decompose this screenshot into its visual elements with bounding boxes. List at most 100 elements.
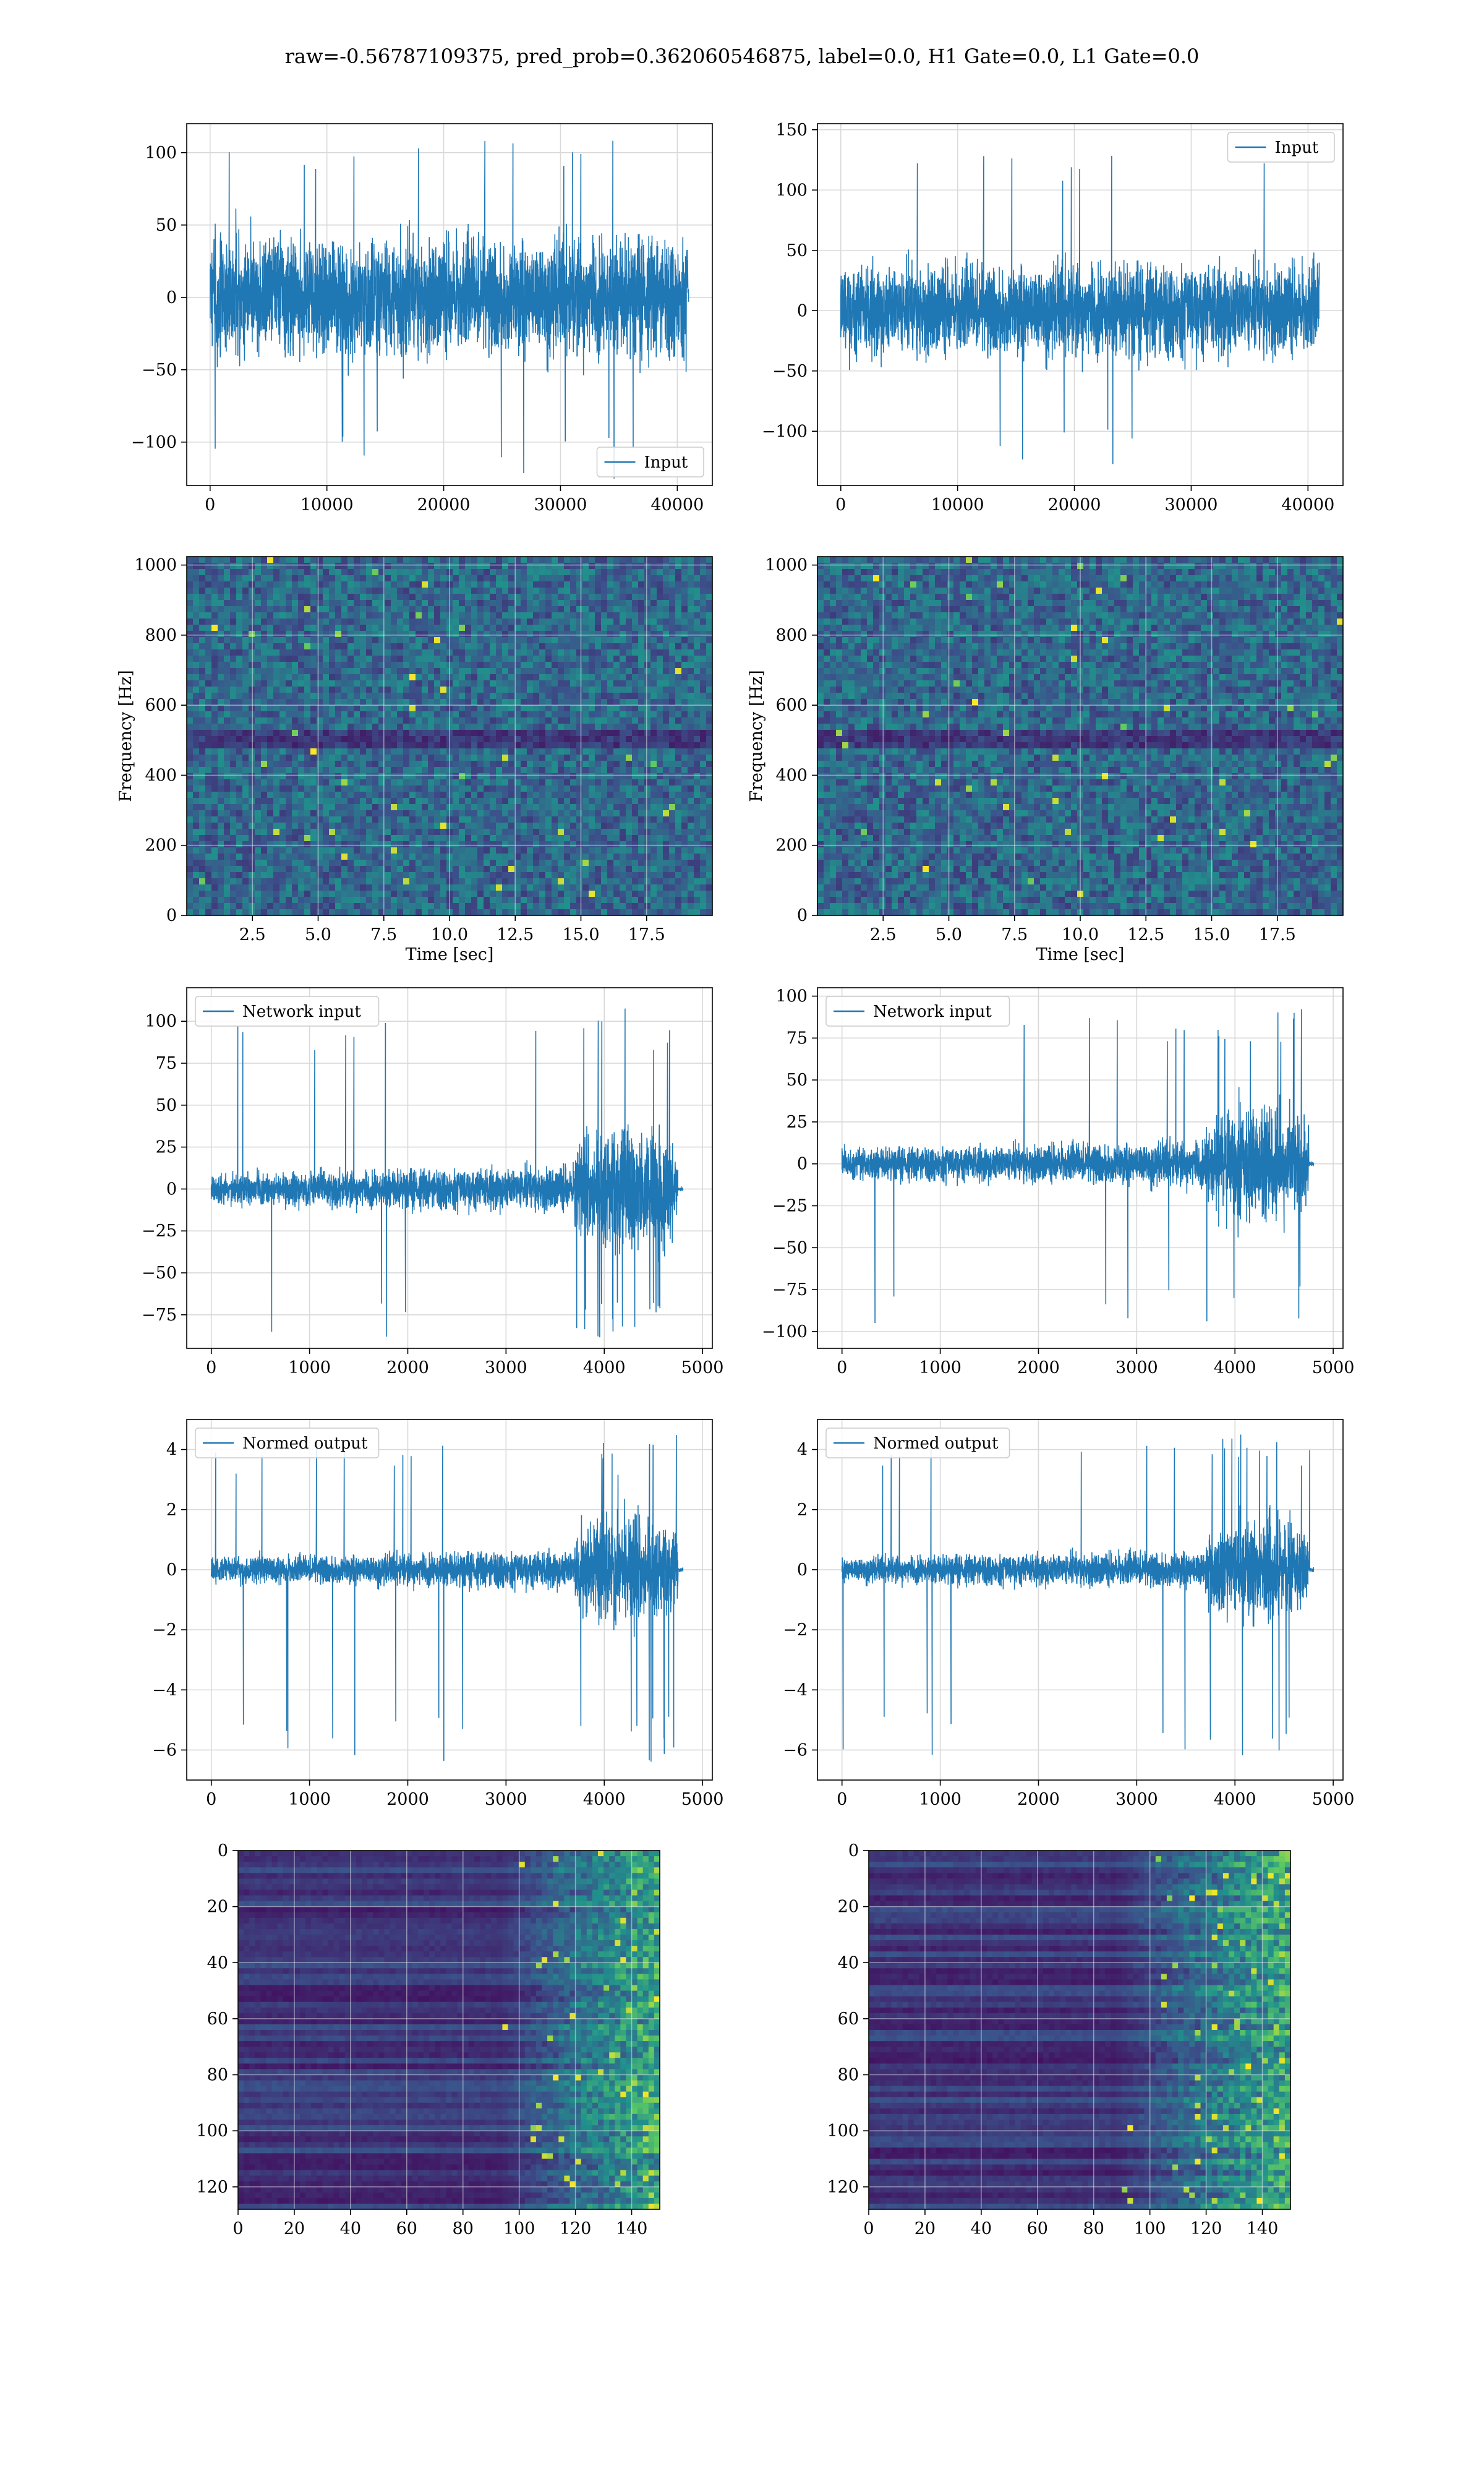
p3-cell — [335, 897, 342, 904]
p3-cell — [477, 755, 484, 761]
p3-cell — [508, 594, 515, 601]
p3-cell — [632, 872, 639, 879]
p3-cell — [607, 891, 614, 897]
p3-cell — [323, 891, 330, 897]
p3-cell — [638, 755, 645, 761]
p3-cell — [545, 767, 552, 774]
p3-cell — [706, 717, 712, 724]
p3-cell — [409, 674, 416, 681]
p3-cell — [211, 600, 218, 607]
p3-cell — [496, 588, 503, 594]
p3-cell — [681, 897, 688, 904]
p3-cell — [589, 668, 595, 675]
p3-cell — [224, 612, 231, 619]
p3-cell — [348, 693, 354, 700]
p3-cell — [230, 687, 237, 693]
p3-cell — [700, 736, 707, 743]
p3-cell — [681, 792, 688, 798]
p3-cell — [589, 767, 595, 774]
p3-cell — [193, 662, 200, 669]
p3-cell — [378, 891, 385, 897]
p3-cell — [242, 903, 249, 910]
p3-cell — [694, 588, 701, 594]
p3-cell — [471, 581, 478, 588]
p3-cell — [261, 625, 268, 631]
p3-cell — [508, 662, 515, 669]
p3-cell — [465, 643, 472, 650]
p3-cell — [589, 581, 595, 588]
p3-cell — [366, 742, 373, 749]
p3-cell — [224, 711, 231, 718]
p3-cell — [626, 717, 633, 724]
p3-cell — [582, 674, 589, 681]
p3-cell — [638, 730, 645, 737]
p3-cell — [230, 711, 237, 718]
p3-cell — [545, 606, 552, 613]
p3-cell — [403, 618, 410, 625]
p3-cell — [403, 755, 410, 761]
p3-cell — [490, 866, 497, 873]
p3-cell — [521, 699, 527, 706]
p3-cell — [397, 829, 404, 836]
p3-cell — [620, 557, 626, 563]
p2-x-tick-label: 20000 — [1048, 495, 1101, 515]
p3-cell — [484, 724, 490, 730]
p3-cell — [348, 860, 354, 867]
p3-cell — [242, 884, 249, 891]
p3-cell — [360, 829, 367, 836]
p3-cell — [582, 693, 589, 700]
p3-cell — [688, 860, 694, 867]
p3-cell — [409, 835, 416, 842]
p3-cell — [249, 656, 255, 662]
p3-cell — [286, 804, 292, 811]
p3-cell — [440, 649, 447, 656]
p3-cell — [218, 891, 224, 897]
p3-cell — [620, 699, 626, 706]
p3-cell — [230, 829, 237, 836]
p3-cell — [453, 618, 459, 625]
p3-cell — [582, 711, 589, 718]
p3-cell — [211, 606, 218, 613]
p3-cell — [657, 575, 663, 582]
p3-cell — [582, 612, 589, 619]
p3-cell — [366, 656, 373, 662]
p3-cell — [453, 730, 459, 737]
p3-cell — [242, 878, 249, 885]
p3-cell — [465, 631, 472, 638]
p3-cell — [360, 816, 367, 823]
p3-cell — [428, 600, 435, 607]
p3-cell — [514, 748, 521, 755]
p3-cell — [552, 600, 558, 607]
p3-cell — [348, 742, 354, 749]
p3-cell — [397, 711, 404, 718]
p3-cell — [459, 785, 466, 792]
p3-cell — [428, 705, 435, 712]
p3-cell — [329, 767, 336, 774]
p3-cell — [317, 668, 323, 675]
p3-cell — [261, 903, 268, 910]
p3-cell — [675, 823, 682, 829]
p3-cell — [348, 755, 354, 761]
p3-cell — [397, 649, 404, 656]
p3-cell — [354, 742, 360, 749]
p3-cell — [564, 779, 571, 786]
p3-cell — [508, 717, 515, 724]
p3-cell — [638, 773, 645, 780]
p3-cell — [391, 847, 398, 854]
p3-cell — [236, 736, 243, 743]
p3-cell — [428, 643, 435, 650]
p3-cell — [279, 829, 286, 836]
p3-cell — [681, 606, 688, 613]
p3-cell — [638, 643, 645, 650]
p3-cell — [669, 581, 676, 588]
p3-cell — [706, 581, 712, 588]
p3-cell — [205, 792, 212, 798]
p3-cell — [453, 557, 459, 563]
p3-cell — [570, 674, 577, 681]
p3-cell — [224, 835, 231, 842]
p3-cell — [644, 748, 651, 755]
p3-cell — [242, 767, 249, 774]
p3-cell — [403, 563, 410, 570]
p3-cell — [372, 612, 379, 619]
p3-cell — [626, 767, 633, 774]
